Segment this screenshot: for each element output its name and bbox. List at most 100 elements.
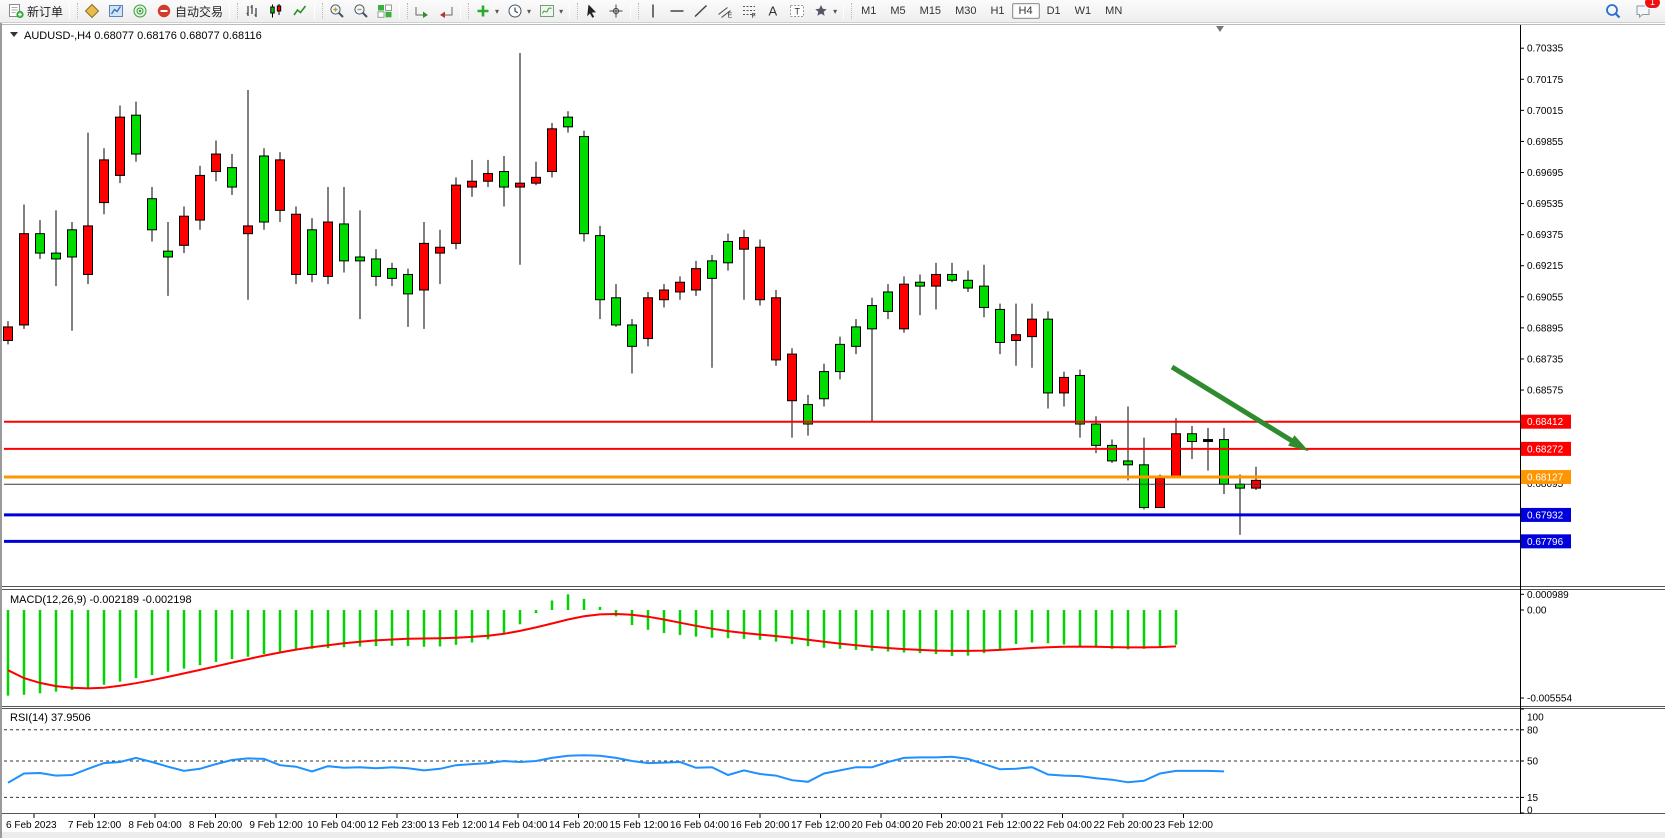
svg-text:0.68412: 0.68412 [1527, 417, 1564, 428]
price-tick-label: 0.68735 [1527, 354, 1564, 365]
tf-m15[interactable]: M15 [919, 5, 942, 17]
candle [883, 284, 893, 320]
svg-text:E: E [728, 13, 733, 20]
candle [51, 210, 61, 287]
time-tick-label: 8 Feb 04:00 [128, 820, 182, 831]
candle [179, 206, 189, 254]
candle [787, 348, 797, 438]
diamond-icon [84, 3, 100, 19]
time-tick-label: 20 Feb 20:00 [912, 820, 971, 831]
chart-shift-icon[interactable] [434, 0, 458, 22]
price-chart[interactable]: 0.70335 0.70175 0.70015 0.69855 0.69695 0.695… [2, 23, 1665, 838]
market-watch-icon[interactable] [80, 0, 104, 22]
candle [547, 122, 557, 178]
trendline-icon[interactable] [689, 0, 713, 22]
zoom-out-icon[interactable] [349, 0, 373, 22]
horizontal-line-icon[interactable] [665, 0, 689, 22]
crosshair-icon [608, 3, 624, 19]
tf-m5[interactable]: M5 [890, 5, 906, 17]
candle [67, 222, 77, 331]
text-icon[interactable]: A [761, 0, 785, 22]
toolbar-separator [69, 3, 79, 19]
data-window-icon[interactable] [104, 0, 128, 22]
candlestick-icon[interactable] [264, 0, 288, 22]
candle [835, 336, 845, 380]
fibo-icon: F [741, 3, 757, 19]
time-tick-label: 21 Feb 12:00 [973, 820, 1032, 831]
macd-tick-label: 0.000989 [1527, 590, 1569, 601]
candle [867, 297, 877, 423]
tf-h1[interactable]: H1 [990, 5, 1005, 17]
dropdown-caret-icon: ▾ [559, 6, 564, 16]
star-icon [813, 3, 829, 19]
macd-tick-label: 0.00 [1527, 606, 1547, 617]
toolbar-separator [314, 3, 324, 19]
templates-button[interactable]: ▾ [535, 0, 567, 22]
crosshair-icon[interactable] [604, 0, 628, 22]
candles-icon [268, 3, 284, 19]
vertical-line-icon[interactable] [641, 0, 665, 22]
candle [723, 233, 733, 271]
candle [1043, 311, 1053, 409]
collapse-icon[interactable] [10, 32, 18, 37]
hline-icon [669, 3, 685, 19]
price-line-label: 0.68272 [1521, 441, 1571, 456]
tile-windows-icon[interactable] [373, 0, 397, 22]
candle [339, 187, 349, 273]
candle [19, 204, 29, 329]
channel-icon: E [717, 3, 733, 19]
channel-icon[interactable]: E [713, 0, 737, 22]
bottom-strip [2, 832, 1665, 838]
rsi-tick-label: 0 [1527, 806, 1533, 817]
new-order-button[interactable]: 新订单 [4, 0, 67, 22]
tf-w1[interactable]: W1 [1074, 5, 1092, 17]
candle [419, 222, 429, 329]
labelT-icon: T [789, 3, 805, 19]
price-tick-label: 0.70335 [1527, 44, 1564, 55]
time-tick-label: 15 Feb 12:00 [610, 820, 669, 831]
price-tick-label: 0.69215 [1527, 261, 1564, 272]
candle [83, 132, 93, 285]
candle [707, 255, 717, 368]
price-line-label: 0.68412 [1521, 414, 1571, 429]
price-tick-label: 0.70015 [1527, 106, 1564, 117]
trend-arrow[interactable] [1170, 364, 1309, 452]
arrows-icon[interactable]: ▾ [809, 0, 841, 22]
chart-shift-marker[interactable] [1216, 26, 1224, 32]
navigator-icon[interactable] [128, 0, 152, 22]
auto-scroll-icon[interactable] [410, 0, 434, 22]
candle [259, 148, 269, 230]
candle [355, 210, 365, 320]
zoom-in-icon[interactable] [325, 0, 349, 22]
tf-mn[interactable]: MN [1105, 5, 1123, 17]
tf-d1[interactable]: D1 [1046, 5, 1061, 17]
fibonacci-icon[interactable]: F [737, 0, 761, 22]
candle [643, 291, 653, 347]
price-tick-label: 0.68895 [1527, 323, 1564, 334]
candle [659, 284, 669, 308]
label-icon[interactable]: T [785, 0, 809, 22]
line-chart-icon[interactable] [288, 0, 312, 22]
candle [979, 264, 989, 318]
tf-h4[interactable]: H4 [1011, 3, 1040, 19]
price-tick-label: 0.70175 [1527, 75, 1564, 86]
periods-button[interactable]: ▾ [503, 0, 535, 22]
candle [595, 225, 605, 320]
candle [931, 262, 941, 310]
time-tick-label: 13 Feb 12:00 [428, 820, 487, 831]
search-button[interactable] [1601, 0, 1625, 22]
chart-window: 0.70335 0.70175 0.70015 0.69855 0.69695 0.695… [0, 23, 1665, 838]
tf-m30[interactable]: M30 [955, 5, 977, 17]
svg-text:0.68127: 0.68127 [1527, 473, 1564, 484]
time-tick-label: 23 Feb 12:00 [1154, 820, 1213, 831]
bar-chart-icon[interactable] [240, 0, 264, 22]
cursor-icon[interactable] [580, 0, 604, 22]
tf-m1[interactable]: M1 [861, 5, 877, 17]
rsi-tick-label: 100 [1527, 713, 1544, 724]
auto-trading-button[interactable]: 自动交易 [152, 0, 227, 22]
macd-pane: MACD(12,26,9) -0.002189 -0.002198 0.00098… [6, 590, 1572, 705]
time-tick-label: 8 Feb 20:00 [189, 820, 243, 831]
time-axis[interactable]: 6 Feb 2023 7 Feb 12:00 8 Feb 04:00 8 Feb 20… [6, 814, 1213, 831]
indicators-button[interactable]: ▾ [471, 0, 503, 22]
time-tick-label: 14 Feb 04:00 [489, 820, 548, 831]
